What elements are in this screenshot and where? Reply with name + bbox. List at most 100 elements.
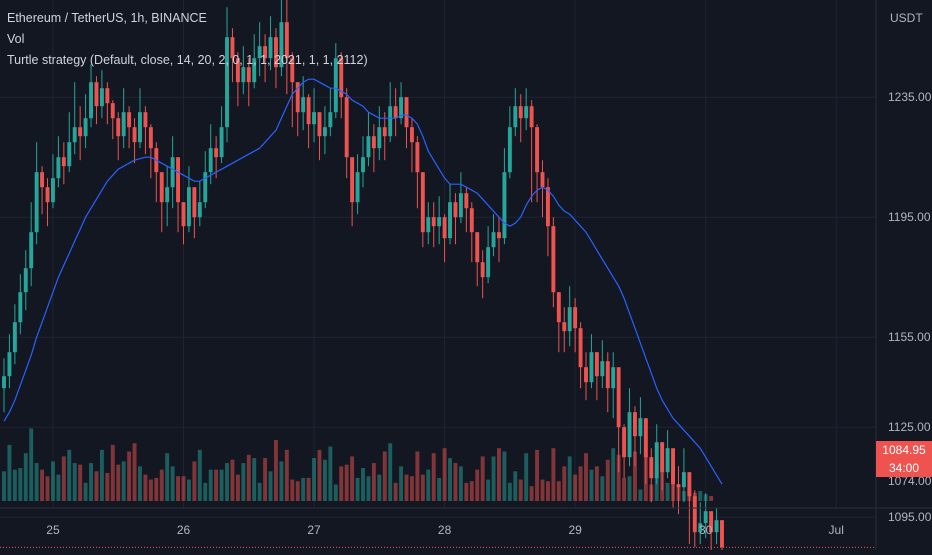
- candle-body: [279, 22, 284, 68]
- candle-body: [469, 208, 474, 233]
- volume-bar: [556, 481, 561, 501]
- volume-bar: [540, 479, 545, 501]
- volume-bar: [186, 479, 191, 501]
- volume-bar: [611, 448, 616, 501]
- candle-body: [567, 307, 572, 332]
- volume-bar: [322, 459, 327, 501]
- y-tick-label: 1125.00: [888, 420, 931, 434]
- volume-bar: [518, 479, 523, 501]
- volume-bar: [480, 456, 485, 501]
- volume-bar: [698, 491, 703, 501]
- y-tick-label: 1195.00: [888, 210, 931, 224]
- candle-body: [344, 97, 349, 158]
- candle-body: [252, 58, 257, 83]
- volume-bar: [241, 463, 246, 501]
- volume-bar: [627, 476, 632, 501]
- candle-body: [67, 142, 72, 167]
- candle-body: [159, 172, 164, 203]
- candle-body: [99, 88, 104, 107]
- volume-bar: [409, 476, 414, 501]
- x-tick-label: 29: [568, 523, 582, 537]
- chart-legend: Ethereum / TetherUS, 1h, BINANCE Vol Tur…: [7, 8, 368, 71]
- x-tick-label: 25: [46, 523, 60, 537]
- candle-body: [34, 172, 39, 233]
- volume-bar: [83, 482, 88, 501]
- x-tick-label: 28: [438, 523, 452, 537]
- candle-body: [529, 106, 534, 128]
- volume-bar: [72, 463, 77, 501]
- candle-body: [219, 127, 224, 158]
- candle-body: [328, 112, 333, 128]
- candle-body: [317, 112, 322, 137]
- volume-bars: [2, 428, 714, 501]
- volume-bar: [105, 472, 110, 501]
- candle-body: [562, 322, 567, 332]
- volume-bar: [214, 469, 219, 501]
- candle-body: [121, 112, 126, 137]
- volume-bar: [469, 481, 474, 501]
- volume-bar: [12, 469, 17, 501]
- candle-body: [170, 157, 175, 188]
- bar-countdown-tag: 34:00: [876, 459, 932, 477]
- x-tick-label: Jul: [829, 523, 844, 537]
- volume-bar: [165, 453, 170, 501]
- candle-body: [350, 157, 355, 203]
- candle-body: [643, 418, 648, 458]
- candle-body: [2, 376, 6, 389]
- candle-body: [671, 448, 676, 485]
- volume-bar: [197, 449, 202, 501]
- volume-bar: [99, 449, 104, 501]
- candle-body: [491, 232, 496, 248]
- candle-body: [573, 307, 578, 329]
- volume-bar: [605, 459, 610, 501]
- volume-bar: [426, 469, 431, 501]
- candle-body: [665, 448, 670, 473]
- candle-body: [589, 352, 594, 383]
- candle-body: [45, 187, 50, 203]
- candle-body: [714, 520, 719, 533]
- volume-bar: [225, 463, 229, 501]
- candle-body: [7, 352, 12, 377]
- candle-body: [339, 58, 344, 98]
- candle-body: [225, 37, 229, 128]
- candle-body: [611, 367, 616, 389]
- volume-indicator-label[interactable]: Vol: [7, 32, 25, 46]
- candle-body: [437, 217, 442, 227]
- volume-bar: [301, 477, 306, 501]
- candle-body: [165, 187, 170, 203]
- candle-body: [600, 361, 605, 377]
- candle-body: [377, 127, 382, 149]
- volume-bar: [600, 476, 605, 501]
- candle-body: [388, 106, 393, 137]
- candle-body: [306, 97, 311, 125]
- volume-bar: [312, 458, 317, 501]
- candle-body: [40, 172, 45, 188]
- candle-body: [295, 82, 300, 113]
- volume-bar: [339, 466, 344, 501]
- candle-body: [138, 112, 142, 143]
- volume-bar: [246, 454, 251, 501]
- candle-body: [23, 268, 28, 293]
- candle-body: [214, 148, 219, 158]
- symbol-title[interactable]: Ethereum / TetherUS, 1h, BINANCE: [7, 11, 207, 25]
- candle-body: [431, 217, 436, 227]
- volume-bar: [78, 464, 83, 501]
- candle-body: [203, 172, 208, 203]
- volume-bar: [263, 458, 268, 501]
- candle-body: [540, 172, 545, 188]
- candle-body: [322, 127, 327, 137]
- volume-bar: [219, 469, 224, 501]
- candle-body: [241, 67, 246, 83]
- strategy-indicator-label[interactable]: Turtle strategy (Default, close, 14, 20,…: [7, 53, 368, 67]
- candle-body: [301, 97, 306, 113]
- volume-bar: [279, 461, 284, 501]
- candle-body: [18, 292, 23, 323]
- volume-bar: [589, 469, 594, 501]
- volume-bar: [328, 446, 333, 501]
- y-tick-label: 1155.00: [888, 330, 931, 344]
- candle-body: [518, 106, 523, 119]
- volume-bar: [442, 448, 447, 501]
